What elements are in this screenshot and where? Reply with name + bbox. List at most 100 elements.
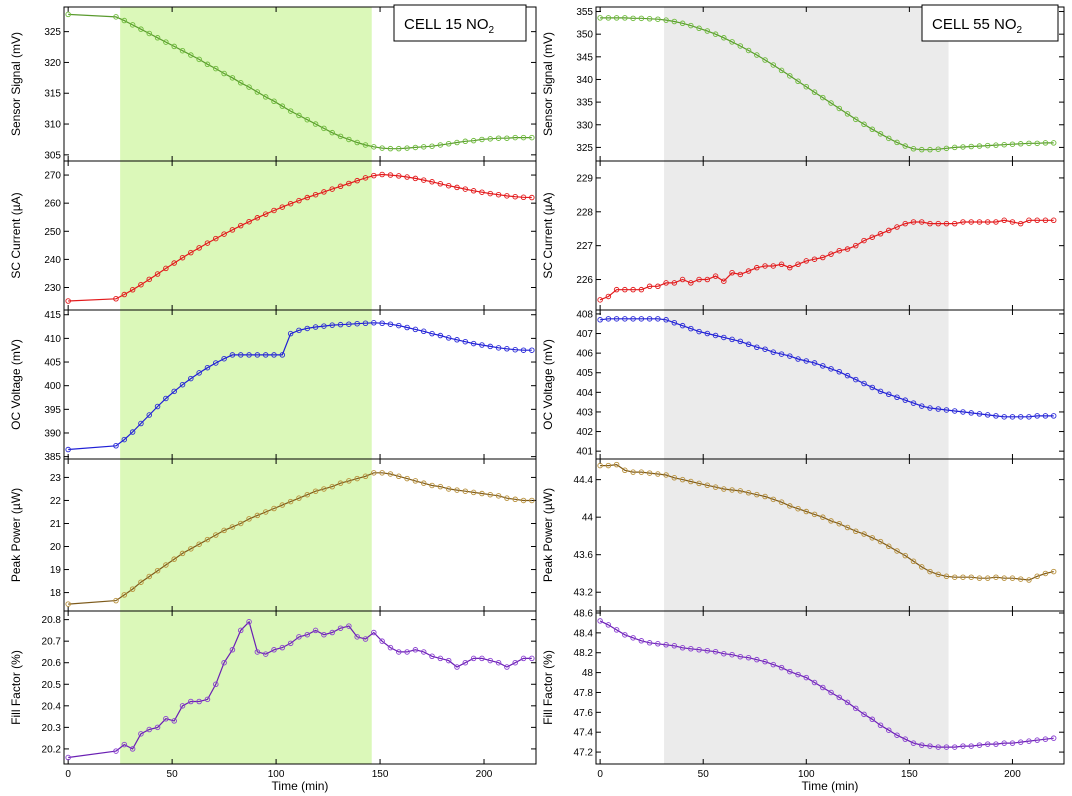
data-point bbox=[721, 35, 727, 41]
data-point bbox=[696, 646, 702, 653]
data-point bbox=[951, 744, 958, 750]
data-point bbox=[1001, 217, 1007, 224]
data-point bbox=[213, 235, 219, 242]
data-point bbox=[613, 286, 620, 293]
y-tick-label: 20 bbox=[50, 542, 62, 553]
data-point bbox=[179, 381, 186, 388]
data-point bbox=[778, 499, 785, 505]
data-point bbox=[246, 516, 252, 522]
data-point bbox=[622, 316, 628, 322]
data-point bbox=[696, 328, 702, 335]
data-point bbox=[271, 352, 277, 358]
data-point bbox=[520, 347, 527, 353]
x-tick-label: 200 bbox=[1004, 769, 1021, 780]
data-point bbox=[927, 146, 933, 153]
y-tick-label: 345 bbox=[576, 52, 593, 63]
data-point bbox=[910, 558, 917, 565]
data-point bbox=[246, 218, 252, 225]
data-point bbox=[171, 388, 177, 395]
y-tick-label: 240 bbox=[44, 255, 61, 266]
data-point bbox=[437, 332, 444, 339]
y-tick-label: 403 bbox=[576, 407, 593, 418]
y-tick-label: 405 bbox=[44, 358, 61, 369]
data-point bbox=[737, 338, 744, 345]
data-point bbox=[1026, 738, 1032, 744]
data-point bbox=[655, 641, 661, 647]
y-tick-label: 48.4 bbox=[574, 628, 594, 639]
data-point bbox=[329, 186, 335, 192]
data-point bbox=[605, 293, 612, 300]
data-point bbox=[520, 194, 527, 201]
data-point bbox=[1001, 414, 1007, 420]
data-point bbox=[196, 370, 202, 376]
y-tick-label: 47.6 bbox=[574, 708, 594, 719]
data-point bbox=[262, 211, 269, 217]
data-point bbox=[387, 644, 394, 651]
y-tick-label: 20.4 bbox=[42, 701, 62, 712]
data-point bbox=[487, 657, 494, 664]
data-point bbox=[520, 134, 527, 141]
data-point bbox=[196, 245, 202, 251]
data-point bbox=[237, 520, 244, 527]
data-point bbox=[795, 671, 801, 678]
data-point bbox=[479, 655, 485, 662]
data-point bbox=[429, 482, 435, 489]
data-point bbox=[262, 94, 269, 100]
data-point bbox=[787, 73, 793, 79]
data-point bbox=[853, 528, 859, 534]
data-point bbox=[836, 369, 843, 375]
data-point bbox=[803, 258, 810, 264]
y-tick-label: 408 bbox=[576, 309, 593, 320]
data-point bbox=[287, 200, 294, 207]
data-point bbox=[820, 94, 826, 101]
data-point bbox=[445, 335, 452, 341]
data-point bbox=[993, 741, 999, 747]
data-point bbox=[762, 658, 768, 665]
data-point bbox=[304, 325, 311, 332]
data-point bbox=[704, 276, 711, 283]
data-point bbox=[396, 473, 402, 480]
series-line bbox=[599, 620, 1054, 748]
data-point bbox=[646, 283, 653, 290]
exposure-window bbox=[664, 7, 949, 764]
data-point bbox=[679, 645, 686, 651]
data-point bbox=[671, 18, 678, 25]
data-point bbox=[1026, 217, 1032, 224]
y-tick-label: 340 bbox=[576, 75, 593, 86]
data-point bbox=[304, 194, 311, 201]
data-point bbox=[312, 488, 319, 494]
data-point bbox=[1009, 141, 1016, 147]
y-tick-label: 406 bbox=[576, 349, 593, 360]
data-point bbox=[470, 655, 477, 662]
data-point bbox=[346, 180, 352, 187]
title-box-frame bbox=[393, 4, 527, 42]
data-point bbox=[495, 191, 502, 198]
data-point bbox=[853, 116, 859, 123]
data-point bbox=[638, 638, 645, 644]
data-point bbox=[968, 219, 974, 225]
data-point bbox=[371, 629, 377, 636]
data-point bbox=[512, 346, 518, 353]
axes-frames bbox=[595, 6, 1065, 765]
x-tick-label: 0 bbox=[65, 769, 71, 780]
data-point bbox=[346, 478, 352, 484]
y-tick-label: 22 bbox=[50, 496, 62, 507]
data-point bbox=[188, 546, 194, 552]
data-point bbox=[836, 247, 843, 254]
data-point bbox=[371, 470, 377, 476]
data-point bbox=[196, 541, 202, 547]
data-point bbox=[237, 80, 244, 86]
data-point bbox=[296, 327, 302, 334]
data-point bbox=[262, 352, 269, 358]
data-point bbox=[163, 265, 169, 272]
data-point bbox=[221, 527, 227, 534]
data-point bbox=[437, 655, 444, 662]
data-point bbox=[918, 403, 925, 409]
data-point bbox=[129, 287, 136, 293]
data-point bbox=[869, 234, 876, 240]
data-point bbox=[976, 742, 983, 748]
data-point bbox=[729, 487, 735, 493]
data-point bbox=[396, 649, 402, 655]
exposure-window-band bbox=[120, 7, 372, 764]
data-point bbox=[113, 748, 119, 754]
